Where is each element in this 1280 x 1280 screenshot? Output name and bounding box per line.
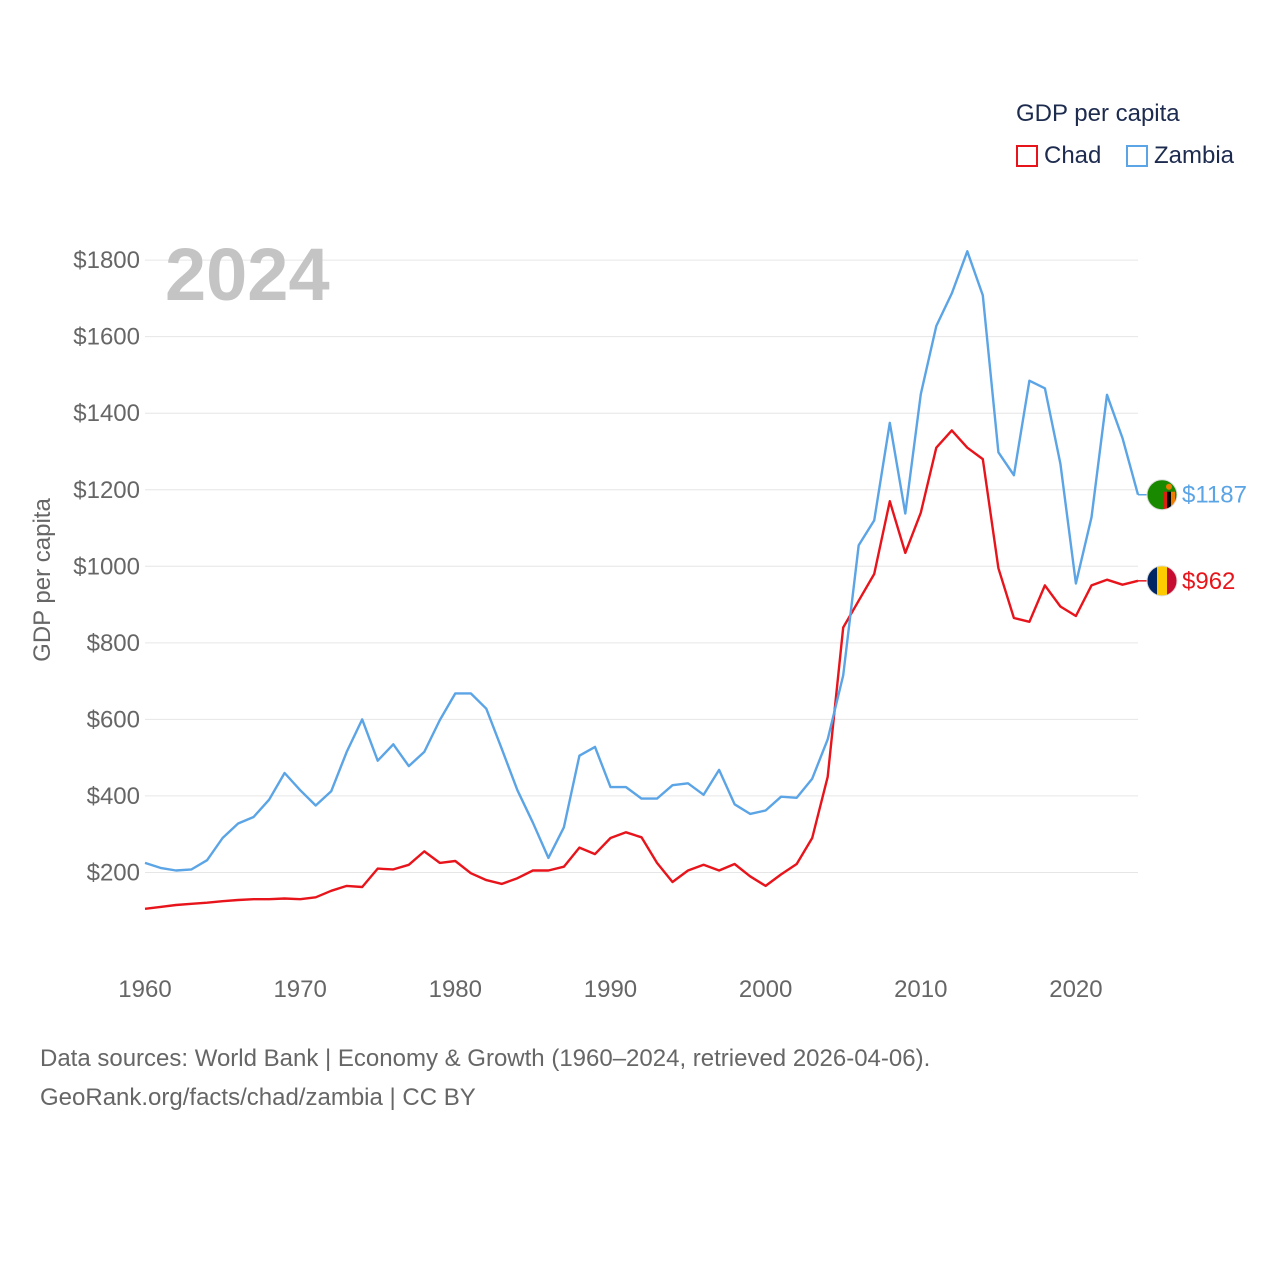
end-label-zambia: $1187 bbox=[1182, 482, 1247, 509]
year-watermark: 2024 bbox=[165, 233, 330, 316]
series-end-markers: $962 $1187 bbox=[1138, 479, 1247, 597]
legend-swatch-zambia bbox=[1126, 145, 1148, 167]
y-tick-label: $1000 bbox=[73, 553, 140, 580]
chad-flag-icon bbox=[1146, 565, 1178, 597]
grid-lines bbox=[145, 259, 1138, 873]
y-axis-label: GDP per capita bbox=[29, 498, 56, 662]
y-tick-label: $1800 bbox=[73, 247, 140, 274]
y-tick-label: $600 bbox=[87, 706, 140, 733]
x-tick-label: 2010 bbox=[894, 976, 947, 1003]
y-tick-label: $1200 bbox=[73, 477, 140, 504]
y-tick-label: $1600 bbox=[73, 324, 140, 351]
legend-title: GDP per capita bbox=[1016, 100, 1180, 127]
legend-item-zambia[interactable]: Zambia bbox=[1126, 142, 1234, 170]
legend-swatch-chad bbox=[1016, 145, 1038, 167]
y-tick-label: $400 bbox=[87, 783, 140, 810]
series-line-zambia[interactable] bbox=[144, 250, 1140, 872]
legend-label-zambia: Zambia bbox=[1154, 142, 1235, 169]
x-tick-label: 2000 bbox=[739, 976, 792, 1003]
legend-label-chad: Chad bbox=[1044, 142, 1102, 169]
legend-item-chad[interactable]: Chad bbox=[1016, 142, 1101, 170]
series-lines bbox=[144, 250, 1140, 910]
y-tick-label: $800 bbox=[87, 630, 140, 657]
x-tick-label: 2020 bbox=[1049, 976, 1102, 1003]
x-tick-label: 1990 bbox=[584, 976, 637, 1003]
x-tick-label: 1980 bbox=[429, 976, 482, 1003]
y-tick-label: $200 bbox=[87, 859, 140, 886]
source-link[interactable]: GeoRank.org/facts/chad/zambia | CC BY bbox=[40, 1084, 476, 1111]
x-tick-label: 1970 bbox=[273, 976, 326, 1003]
y-tick-label: $1400 bbox=[73, 400, 140, 427]
source-text: Data sources: World Bank | Economy & Gro… bbox=[40, 1045, 931, 1072]
x-tick-label: 1960 bbox=[118, 976, 171, 1003]
series-line-chad[interactable] bbox=[144, 429, 1139, 910]
end-label-chad: $962 bbox=[1182, 568, 1235, 595]
y-axis-ticks: $200 $400 $600 $800 $1000 $1200 $1400 $1600 $180… bbox=[73, 247, 140, 886]
x-axis-ticks: 1960 1970 1980 1990 2000 2010 2020 bbox=[118, 976, 1102, 1003]
zambia-flag-icon bbox=[1146, 479, 1178, 511]
